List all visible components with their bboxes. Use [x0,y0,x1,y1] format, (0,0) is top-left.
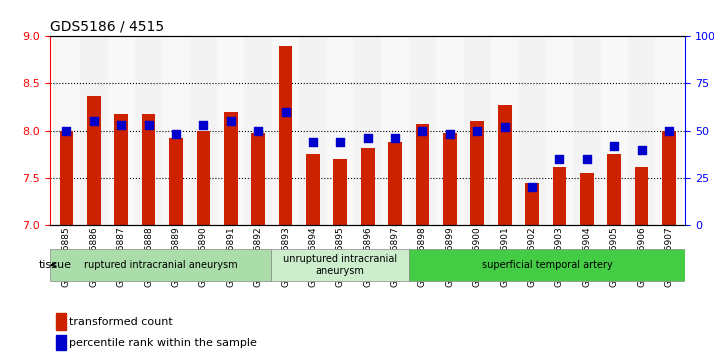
Bar [381,36,409,225]
Bar [443,132,457,225]
Point [581,156,593,162]
Text: tissue: tissue [39,260,72,270]
Point [116,122,127,128]
Bar [56,313,66,330]
Bar [471,121,484,225]
Bar [135,36,162,225]
Bar [278,46,293,225]
FancyBboxPatch shape [50,249,271,281]
Bar [388,142,402,225]
Point [608,143,620,149]
Point [362,135,373,141]
Point [444,131,456,137]
Bar [545,36,573,225]
Point [335,139,346,145]
Bar [498,105,511,225]
Bar [635,167,648,225]
Bar [409,36,436,225]
Bar [87,96,101,225]
Bar [436,36,463,225]
Point [554,156,565,162]
Text: unruptured intracranial
aneurysm: unruptured intracranial aneurysm [283,254,397,276]
Bar [59,131,74,225]
Point [307,139,318,145]
Bar [463,36,491,225]
Bar [416,124,429,225]
Text: transformed count: transformed count [69,317,173,327]
Bar [655,36,683,225]
Point [417,128,428,134]
Bar [662,131,676,225]
Bar [162,36,190,225]
Bar [217,36,244,225]
Bar [56,335,66,350]
Point [253,128,264,134]
Bar [333,159,347,225]
Bar [326,36,354,225]
FancyBboxPatch shape [271,249,409,281]
Bar [114,114,128,225]
Point [225,118,236,124]
Text: GDS5186 / 4515: GDS5186 / 4515 [50,20,164,34]
Text: percentile rank within the sample: percentile rank within the sample [69,338,257,347]
Text: superficial temporal artery: superficial temporal artery [482,260,613,270]
Point [170,131,181,137]
Bar [53,36,80,225]
Point [526,184,538,190]
Point [280,109,291,115]
Bar [361,148,375,225]
Bar [196,131,210,225]
Bar [251,132,265,225]
Bar [526,183,539,225]
Bar [299,36,326,225]
Bar [573,36,600,225]
Bar [491,36,518,225]
Bar [628,36,655,225]
Bar [169,138,183,225]
Bar [580,173,593,225]
Point [663,128,675,134]
Bar [306,154,320,225]
Point [636,147,648,152]
Point [61,128,72,134]
Bar [553,167,566,225]
Bar [600,36,628,225]
Bar [272,36,299,225]
Bar [190,36,217,225]
Text: ruptured intracranial aneurysm: ruptured intracranial aneurysm [84,260,237,270]
Bar [244,36,272,225]
Point [471,128,483,134]
Bar [108,36,135,225]
Bar [608,154,621,225]
Bar [142,114,156,225]
FancyBboxPatch shape [409,249,685,281]
Bar [80,36,108,225]
Point [499,124,511,130]
Bar [518,36,545,225]
Point [143,122,154,128]
Bar [354,36,381,225]
Point [88,118,99,124]
Point [198,122,209,128]
Bar [224,112,238,225]
Point [389,135,401,141]
